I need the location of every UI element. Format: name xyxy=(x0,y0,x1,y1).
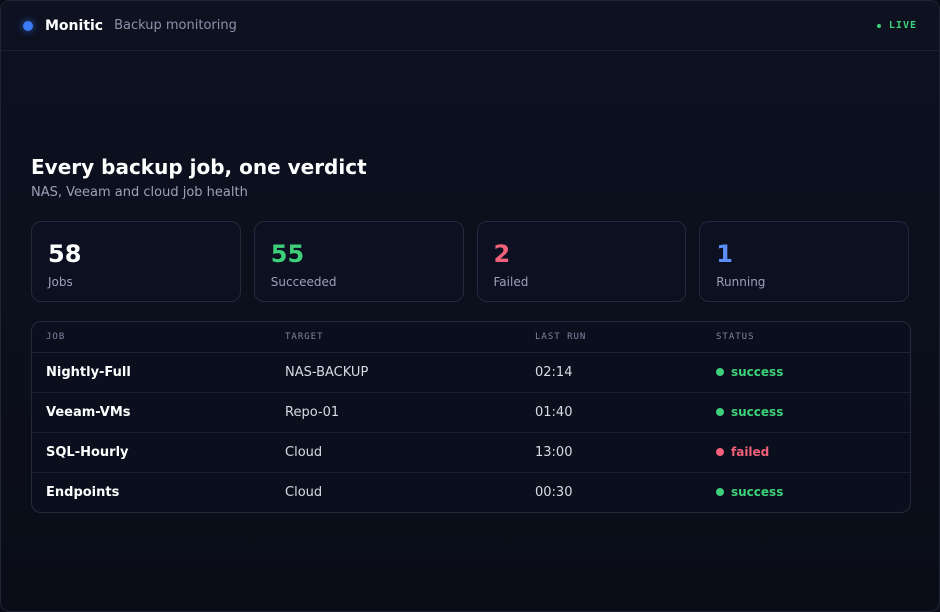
job-target: NAS-BACKUP xyxy=(271,352,521,393)
stat-value: 2 xyxy=(493,240,511,268)
table-row[interactable]: Nightly-Full NAS-BACKUP 02:14 success xyxy=(32,352,910,393)
job-name: Endpoints xyxy=(46,485,120,500)
stat-card-running[interactable]: 1 Running xyxy=(699,221,909,302)
stat-label: Failed xyxy=(493,275,529,289)
jobs-table: JOB TARGET LAST RUN STATUS Nightly-Full … xyxy=(32,322,910,512)
job-status-cell: success xyxy=(702,392,910,433)
column-header-target[interactable]: TARGET xyxy=(271,322,521,353)
stat-card-jobs[interactable]: 58 Jobs xyxy=(31,221,241,302)
brand-subtitle: Backup monitoring xyxy=(114,18,237,33)
stat-label: Jobs xyxy=(48,275,73,289)
stat-value: 55 xyxy=(270,240,305,268)
job-status-cell: success xyxy=(702,352,910,393)
job-name: Nightly-Full xyxy=(32,352,271,393)
status-label: success xyxy=(731,405,784,419)
table-header-row: JOB TARGET LAST RUN STATUS xyxy=(32,322,910,353)
job-last-run: 01:40 xyxy=(521,392,702,433)
job-name: SQL-Hourly xyxy=(32,432,271,473)
stat-label: Running xyxy=(716,275,766,289)
column-header-last-run[interactable]: LAST RUN xyxy=(521,322,702,353)
table-row[interactable]: SQL-Hourly Cloud 13:00 failed xyxy=(32,432,910,473)
table-row[interactable]: Endpoints Cloud 00:30 success xyxy=(32,473,910,513)
table-row[interactable]: Veeam-VMs Repo-01 01:40 success xyxy=(32,392,910,433)
stats-row: 58 Jobs 55 Succeeded 2 Failed 1 Running xyxy=(31,221,909,302)
stat-card-failed[interactable]: 2 Failed xyxy=(476,221,687,302)
job-last-run: 00:30 xyxy=(535,485,573,500)
page-title: Every backup job, one verdict xyxy=(31,155,367,179)
status-dot-icon xyxy=(716,488,724,496)
status-dot-icon xyxy=(716,448,724,456)
stat-value: 1 xyxy=(716,240,733,268)
job-last-run: 02:14 xyxy=(521,352,702,393)
stat-card-succeeded[interactable]: 55 Succeeded xyxy=(253,221,464,302)
live-indicator: LIVE xyxy=(876,20,917,31)
job-last-run: 13:00 xyxy=(521,432,702,473)
jobs-table-container: JOB TARGET LAST RUN STATUS Nightly-Full … xyxy=(31,321,911,513)
main-content: Every backup job, one verdict NAS, Veeam… xyxy=(1,155,939,513)
job-target: Cloud xyxy=(271,432,521,473)
page-subtitle: NAS, Veeam and cloud job health xyxy=(31,185,248,200)
job-name: Veeam-VMs xyxy=(32,392,271,433)
job-target: Repo-01 xyxy=(271,392,521,433)
brand-logo-icon xyxy=(23,20,33,31)
stat-label: Succeeded xyxy=(270,275,337,289)
status-label: success xyxy=(731,485,784,499)
status-badge: failed xyxy=(716,445,769,459)
status-badge: success xyxy=(716,365,783,379)
column-header-status[interactable]: STATUS xyxy=(702,322,910,353)
status-badge: success xyxy=(716,405,783,419)
live-label: LIVE xyxy=(888,20,917,31)
status-dot-icon xyxy=(716,368,724,376)
status-badge: success xyxy=(716,485,783,499)
job-target: Cloud xyxy=(285,485,323,500)
live-dot-icon xyxy=(876,23,881,28)
job-status-cell: failed xyxy=(702,432,910,473)
stat-value: 58 xyxy=(48,240,82,268)
status-label: success xyxy=(731,365,784,379)
brand-name[interactable]: Monitic xyxy=(45,17,104,34)
status-label: failed xyxy=(731,445,770,459)
top-bar: Monitic Backup monitoring LIVE xyxy=(1,1,939,51)
status-dot-icon xyxy=(716,408,724,416)
job-status-cell: success xyxy=(702,473,910,513)
column-header-job[interactable]: JOB xyxy=(32,322,271,353)
